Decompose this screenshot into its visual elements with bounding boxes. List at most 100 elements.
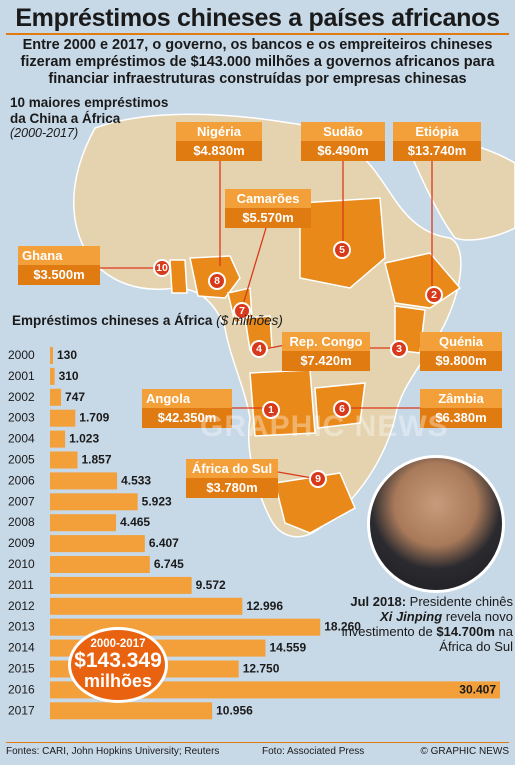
bar: [50, 514, 117, 532]
value-label: 310: [59, 369, 79, 383]
footer-brand: © GRAPHIC NEWS: [420, 746, 510, 757]
loan-amount: $42.350m: [142, 408, 232, 428]
bar: [50, 702, 213, 720]
total-badge: 2000-2017 $143.349 milhões: [68, 627, 168, 703]
value-label: 10.956: [216, 703, 253, 717]
footer-sources: Fontes: CARI, John Hopkins University; R…: [6, 746, 220, 757]
watermark: GRAPHIC NEWS: [200, 410, 449, 443]
bar: [50, 472, 118, 490]
loan-country: Etiópia: [393, 122, 481, 141]
south-africa-shape: [274, 472, 356, 534]
year-label: 2014: [8, 641, 35, 655]
caption-date: Jul 2018:: [350, 594, 407, 609]
rank-marker: 10: [153, 259, 171, 277]
rank-marker: 9: [309, 470, 327, 488]
africa-map: [73, 113, 515, 538]
year-label: 2008: [8, 515, 35, 529]
loan-amount: $7.420m: [282, 351, 370, 371]
bar: [50, 493, 138, 511]
bar: [50, 409, 76, 427]
rank-marker: 5: [333, 241, 351, 259]
xi-jinping-photo: [367, 455, 505, 593]
caption-amount: $14.700m: [436, 624, 495, 639]
bar-chart-title: Empréstimos chineses a África ($ milhões…: [12, 313, 283, 329]
footer-photo-credit: Foto: Associated Press: [262, 746, 365, 757]
value-label: 747: [65, 390, 85, 404]
loan-amount: $4.830m: [176, 141, 262, 161]
total-badge-period: 2000-2017: [90, 638, 146, 650]
loan-country: África do Sul: [186, 459, 278, 478]
year-label: 2006: [8, 473, 35, 487]
loan-amount: $3.780m: [186, 478, 278, 498]
bar-chart-unit: ($ milhões): [216, 313, 283, 328]
loan-box-kenya: Quénia $9.800m: [420, 332, 502, 371]
loan-box-cameroon: Camarões $5.570m: [225, 189, 311, 228]
value-label: 4.533: [121, 473, 151, 487]
bar: [50, 451, 78, 469]
year-label: 2009: [8, 536, 35, 550]
year-label: 2011: [8, 578, 34, 592]
loan-amount: $13.740m: [393, 141, 481, 161]
value-label: 130: [57, 348, 77, 362]
year-label: 2003: [8, 411, 35, 425]
loan-box-ghana: Ghana $3.500m: [18, 246, 100, 285]
loan-amount: $6.380m: [420, 408, 502, 428]
year-label: 2015: [8, 662, 35, 676]
year-label: 2005: [8, 453, 35, 467]
year-label: 2013: [8, 620, 35, 634]
year-label: 2012: [8, 599, 35, 613]
map-title-line1: 10 maiores empréstimos: [10, 95, 169, 110]
loan-country: Zâmbia: [420, 389, 502, 408]
bar: [50, 367, 55, 385]
map-title-line2: da China a África: [10, 111, 121, 126]
year-label: 2002: [8, 390, 35, 404]
title-divider: [6, 33, 509, 35]
caption-name: Xi Jinping: [380, 609, 443, 624]
value-label: 30.407: [459, 682, 496, 696]
total-badge-word: milhões: [83, 671, 153, 691]
page-title: Empréstimos chineses a países africanos: [15, 4, 500, 32]
caption-text: Presidente chinês: [406, 594, 513, 609]
bar: [50, 388, 62, 406]
year-label: 2004: [8, 432, 35, 446]
rank-marker: 8: [208, 272, 226, 290]
bar: [50, 535, 145, 553]
loan-box-south-africa: África do Sul $3.780m: [186, 459, 278, 498]
loan-country: Quénia: [420, 332, 502, 351]
total-badge-value: $143.349: [74, 649, 162, 672]
rank-marker: 7: [233, 302, 251, 320]
loan-amount: $3.500m: [18, 265, 100, 285]
loan-country: Nigéria: [176, 122, 262, 141]
loan-box-nigeria: Nigéria $4.830m: [176, 122, 262, 161]
value-label: 6.745: [154, 557, 184, 571]
year-label: 2017: [8, 703, 35, 717]
bar: [50, 347, 53, 364]
rank-marker: 6: [333, 400, 351, 418]
rank-marker: 1: [262, 401, 280, 419]
loan-box-ethiopia: Etiópia $13.740m: [393, 122, 481, 161]
bar: [50, 556, 150, 573]
rank-marker: 2: [425, 286, 443, 304]
year-label: 2001: [8, 369, 35, 383]
map-title: 10 maiores empréstimos da China a África: [10, 95, 168, 127]
value-label: 9.572: [196, 578, 226, 592]
rank-marker: 4: [250, 340, 268, 358]
value-label: 4.465: [120, 515, 150, 529]
value-label: 1.857: [81, 453, 111, 467]
loan-box-zambia: Zâmbia $6.380m: [420, 389, 502, 428]
map-period: (2000-2017): [10, 126, 79, 140]
value-label: 12.750: [243, 662, 280, 676]
value-label: 12.996: [246, 599, 283, 613]
loan-box-angola: Angola $42.350m: [142, 389, 232, 428]
loan-country: Angola: [142, 389, 232, 408]
loan-box-sudan: Sudão $6.490m: [301, 122, 385, 161]
loan-country: Rep. Congo: [282, 332, 370, 351]
ghana-shape: [169, 259, 188, 294]
photo-caption: Jul 2018: Presidente chinês Xi Jinping r…: [337, 594, 513, 654]
bar-chart-title-text: Empréstimos chineses a África: [12, 313, 213, 328]
value-label: 1.709: [79, 411, 109, 425]
rank-marker: 3: [390, 340, 408, 358]
bar: [50, 430, 66, 448]
page-subtitle: Entre 2000 e 2017, o governo, os bancos …: [20, 37, 495, 87]
value-label: 5.923: [142, 494, 172, 508]
